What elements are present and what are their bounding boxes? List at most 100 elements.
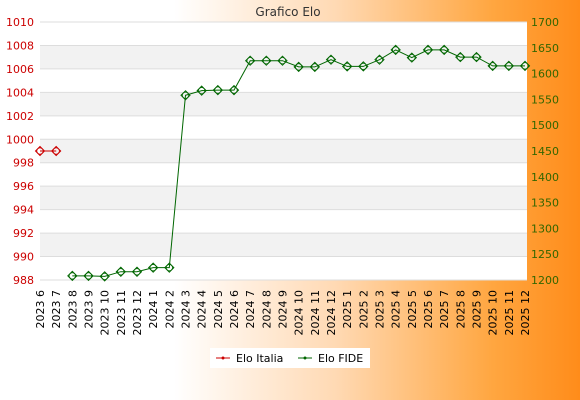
x-tick-label: 2024 8 xyxy=(260,290,273,329)
data-point-ring-elo-fide xyxy=(295,63,303,71)
x-tick-label: 2025 3 xyxy=(374,290,387,329)
x-tick-label: 2023 11 xyxy=(115,290,128,336)
x-tick-label: 2025 5 xyxy=(406,290,419,329)
left-tick-label: 1008 xyxy=(6,39,34,52)
x-tick-label: 2023 8 xyxy=(66,290,79,329)
left-tick-label: 988 xyxy=(13,274,34,287)
data-point-ring-elo-fide xyxy=(424,46,432,54)
x-tick-label: 2025 7 xyxy=(438,290,451,329)
x-tick-label: 2025 12 xyxy=(519,290,532,336)
data-point-ring-elo-fide xyxy=(278,57,287,65)
left-tick-label: 996 xyxy=(13,180,34,193)
data-point-ring-elo-italia xyxy=(52,147,60,155)
chart-title: Grafico Elo xyxy=(255,5,320,19)
legend-dot-elo-italia xyxy=(221,356,225,360)
x-tick-label: 2024 10 xyxy=(293,290,306,336)
grid-lines xyxy=(40,21,527,281)
x-tick-label: 2023 9 xyxy=(83,290,96,329)
x-tick-label: 2025 9 xyxy=(471,290,484,329)
right-tick-label: 1250 xyxy=(531,248,559,261)
data-point-ring-elo-fide xyxy=(68,272,76,280)
data-point-ring-elo-fide xyxy=(117,268,125,276)
left-tick-label: 1004 xyxy=(6,86,34,99)
x-tick-label: 2024 1 xyxy=(147,290,160,329)
left-tick-label: 994 xyxy=(13,204,34,217)
data-point-ring-elo-fide xyxy=(149,264,157,272)
x-tick-label: 2025 2 xyxy=(357,290,370,329)
data-point-ring-elo-fide xyxy=(133,268,141,276)
right-tick-label: 1300 xyxy=(531,222,559,235)
left-tick-label: 990 xyxy=(13,251,34,264)
data-point-ring-elo-fide xyxy=(327,56,335,64)
series-layer xyxy=(34,44,531,282)
x-tick-label: 2025 6 xyxy=(422,290,435,329)
data-point-ring-elo-fide xyxy=(392,46,400,54)
data-point-ring-elo-fide xyxy=(198,87,206,95)
x-tick-label: 2024 5 xyxy=(212,290,225,329)
data-point-ring-elo-fide xyxy=(84,272,93,280)
data-point-ring-elo-fide xyxy=(343,62,351,70)
left-tick-label: 1006 xyxy=(6,63,34,76)
legend-box xyxy=(210,348,370,368)
x-tick-label: 2025 4 xyxy=(390,290,403,329)
x-tick-label: 2025 10 xyxy=(487,290,500,336)
right-axis: 1200 1250 1300 1350 1400 1450 1500 1550 1600 1650… xyxy=(531,16,559,287)
x-tick-label: 2024 9 xyxy=(277,290,290,329)
legend-dot-elo-fide xyxy=(303,356,307,360)
x-tick-label: 2025 8 xyxy=(454,290,467,329)
right-tick-label: 1550 xyxy=(531,93,559,106)
data-point-ring-elo-fide xyxy=(246,57,254,65)
data-point-ring-elo-fide xyxy=(214,86,222,94)
x-tick-label: 2023 7 xyxy=(50,290,63,329)
x-axis: 2023 6 2023 7 2023 8 2023 9 2023 10 2023 11 20… xyxy=(34,290,532,336)
left-tick-label: 1002 xyxy=(6,110,34,123)
data-point-ring-elo-fide xyxy=(181,91,190,99)
x-tick-label: 2024 2 xyxy=(163,290,176,329)
x-tick-label: 2024 6 xyxy=(228,290,241,329)
left-tick-label: 1000 xyxy=(6,133,34,146)
right-tick-label: 1600 xyxy=(531,68,559,81)
right-tick-label: 1450 xyxy=(531,145,559,158)
right-tick-label: 1700 xyxy=(531,16,559,29)
data-point-ring-elo-fide xyxy=(359,62,367,70)
data-point-ring-elo-fide xyxy=(489,62,497,70)
series-elo-italia xyxy=(34,145,62,157)
plot-area xyxy=(40,22,527,280)
left-tick-label: 1010 xyxy=(6,16,34,29)
x-tick-label: 2024 11 xyxy=(309,290,322,336)
legend-label-elo-fide: Elo FIDE xyxy=(318,352,363,365)
data-point-ring-elo-fide xyxy=(472,53,481,61)
x-tick-label: 2023 12 xyxy=(131,290,144,336)
x-tick-label: 2025 1 xyxy=(341,290,354,329)
x-tick-label: 2024 7 xyxy=(244,290,257,329)
data-point-ring-elo-italia xyxy=(36,147,44,155)
data-point-ring-elo-fide xyxy=(230,86,238,94)
x-tick-label: 2024 4 xyxy=(196,290,209,329)
data-point-ring-elo-fide xyxy=(101,272,109,280)
x-tick-label: 2023 6 xyxy=(34,290,47,329)
data-point-ring-elo-fide xyxy=(311,63,319,71)
left-tick-label: 998 xyxy=(13,157,34,170)
right-tick-label: 1350 xyxy=(531,197,559,210)
right-tick-label: 1650 xyxy=(531,42,559,55)
data-point-ring-elo-fide xyxy=(375,56,384,64)
data-point-ring-elo-fide xyxy=(165,264,173,272)
series-line-elo-fide xyxy=(72,49,525,277)
series-elo-fide xyxy=(67,44,531,282)
data-point-ring-elo-fide xyxy=(456,53,464,61)
right-tick-label: 1200 xyxy=(531,274,559,287)
right-tick-label: 1400 xyxy=(531,171,559,184)
right-tick-label: 1500 xyxy=(531,119,559,132)
left-tick-label: 992 xyxy=(13,227,34,240)
legend: Elo Italia Elo FIDE xyxy=(210,348,370,368)
grid-band xyxy=(40,92,527,116)
data-point-ring-elo-fide xyxy=(408,54,416,62)
data-point-ring-elo-fide xyxy=(521,62,529,70)
grid-band xyxy=(40,186,527,210)
data-point-ring-elo-fide xyxy=(505,62,513,70)
data-point-ring-elo-fide xyxy=(440,46,448,54)
x-tick-label: 2025 11 xyxy=(503,290,516,336)
grid-band xyxy=(40,233,527,257)
